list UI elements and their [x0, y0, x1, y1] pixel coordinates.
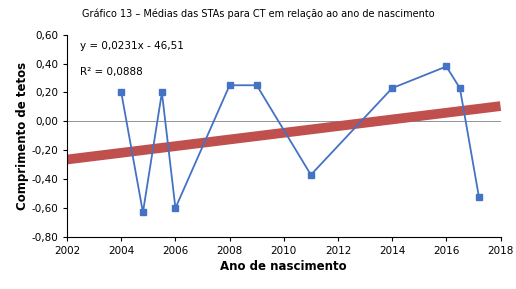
Text: R² = 0,0888: R² = 0,0888	[80, 67, 143, 77]
Text: y = 0,0231x - 46,51: y = 0,0231x - 46,51	[80, 41, 184, 51]
Y-axis label: Comprimento de tetos: Comprimento de tetos	[15, 62, 28, 210]
X-axis label: Ano de nascimento: Ano de nascimento	[220, 260, 347, 273]
Text: Gráfico 13 – Médias das STAs para CT em relação ao ano de nascimento: Gráfico 13 – Médias das STAs para CT em …	[82, 9, 434, 19]
